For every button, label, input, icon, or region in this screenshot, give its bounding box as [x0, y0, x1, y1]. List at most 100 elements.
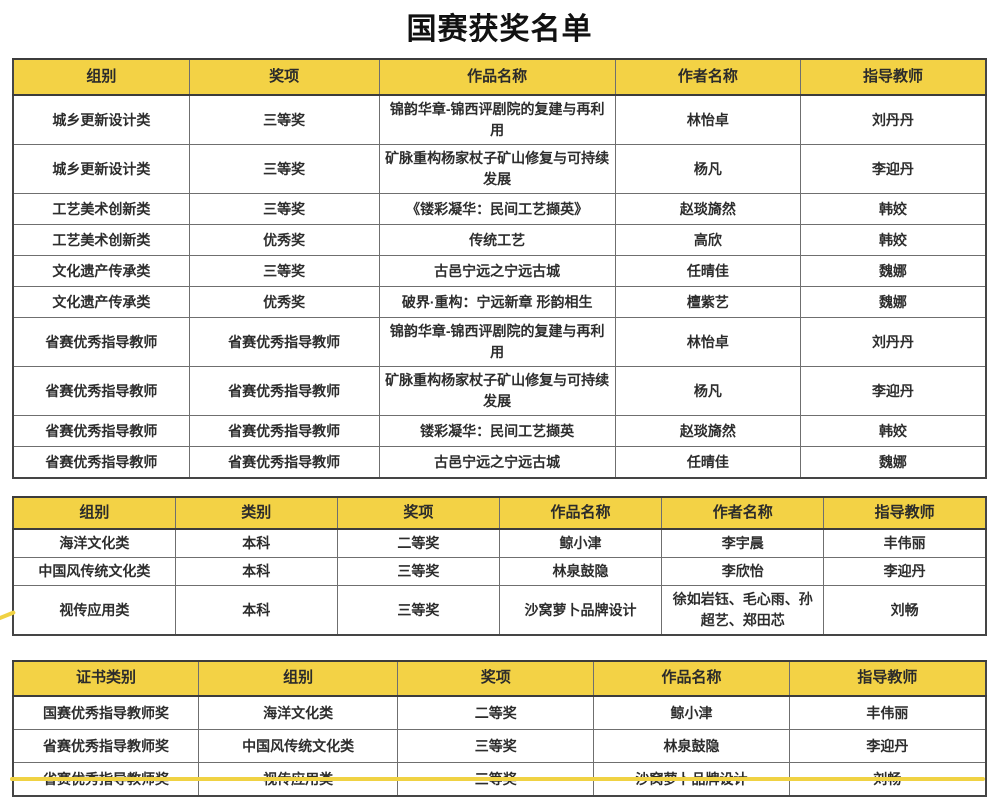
table-cell: 海洋文化类	[12, 528, 176, 558]
table-cell: 中国风传统文化类	[12, 557, 176, 586]
table-cell: 魏娜	[799, 255, 987, 287]
column-header: 作品名称	[593, 660, 790, 697]
header-row: 组别 奖项 作品名称 作者名称 指导教师	[12, 58, 987, 96]
table-row: 工艺美术创新类 三等奖 《镂彩凝华：民间工艺撷英》 赵琰旖然 韩姣	[12, 193, 987, 225]
table-cell: 优秀奖	[188, 286, 380, 318]
table-cell: 古邑宁远之宁远古城	[378, 446, 616, 479]
table-cell: 刘畅	[823, 585, 987, 636]
table-cell: 省赛优秀指导教师	[188, 366, 380, 416]
table-cell: 林怡卓	[614, 94, 801, 145]
table-cell: 丰伟丽	[788, 695, 987, 730]
table-row: 省赛优秀指导教师奖 中国风传统文化类 三等奖 林泉鼓隐 李迎丹	[12, 729, 987, 763]
table-row: 海洋文化类 本科 二等奖 鲸小津 李宇晨 丰伟丽	[12, 528, 987, 558]
table-cell: 省赛优秀指导教师	[188, 415, 380, 447]
table-cell: 赵琰旖然	[614, 193, 801, 225]
table-row: 省赛优秀指导教师 省赛优秀指导教师 矿脉重构杨家杖子矿山修复与可持续发展 杨凡 李迎丹	[12, 366, 987, 416]
table-row: 省赛优秀指导教师 省赛优秀指导教师 锦韵华章-锦西评剧院的复建与再利用 林怡卓 刘丹丹	[12, 317, 987, 367]
table-cell: 破界·重构：宁远新章 形韵相生	[378, 286, 616, 318]
column-header: 奖项	[336, 496, 500, 530]
column-header: 作者名称	[661, 496, 825, 530]
column-header: 指导教师	[788, 660, 987, 697]
table-cell: 杨凡	[614, 366, 801, 416]
table-cell: 省赛优秀指导教师	[188, 317, 380, 367]
table-cell: 鲸小津	[593, 695, 790, 730]
table-cell: 省赛优秀指导教师	[12, 317, 190, 367]
table-cell: 省赛优秀指导教师	[12, 415, 190, 447]
table-cell: 省赛优秀指导教师	[12, 366, 190, 416]
table-cell: 李迎丹	[799, 366, 987, 416]
table-cell: 三等奖	[397, 729, 595, 763]
table-cell: 省赛优秀指导教师奖	[12, 729, 200, 763]
table-cell: 魏娜	[799, 286, 987, 318]
table-cell: 鲸小津	[498, 528, 663, 558]
page-title: 国赛获奖名单	[406, 13, 593, 46]
table-cell: 优秀奖	[188, 224, 380, 256]
table-cell: 任晴佳	[614, 446, 801, 479]
table-row: 工艺美术创新类 优秀奖 传统工艺 高欣 韩姣	[12, 224, 987, 256]
table-cell: 李迎丹	[788, 729, 987, 763]
table-cell: 李宇晨	[661, 528, 825, 558]
table-cell: 镂彩凝华：民间工艺撷英	[378, 415, 616, 447]
table-cell: 刘丹丹	[799, 94, 987, 145]
table-cell: 魏娜	[799, 446, 987, 479]
table-row: 文化遗产传承类 优秀奖 破界·重构：宁远新章 形韵相生 檀紫艺 魏娜	[12, 286, 987, 318]
table-row: 城乡更新设计类 三等奖 矿脉重构杨家杖子矿山修复与可持续发展 杨凡 李迎丹	[12, 144, 987, 194]
table-cell: 杨凡	[614, 144, 801, 194]
table-cell: 林泉鼓隐	[498, 557, 663, 586]
table-cell: 省赛优秀指导教师	[12, 446, 190, 479]
table-cell: 中国风传统文化类	[198, 729, 399, 763]
table-cell: 锦韵华章-锦西评剧院的复建与再利用	[378, 94, 616, 145]
table-row: 文化遗产传承类 三等奖 古邑宁远之宁远古城 任晴佳 魏娜	[12, 255, 987, 287]
table-cell: 三等奖	[336, 585, 500, 636]
table-cell: 韩姣	[799, 193, 987, 225]
table-cell: 韩姣	[799, 224, 987, 256]
table-row: 视传应用类 本科 三等奖 沙窝萝卜品牌设计 徐如岩钰、毛心雨、孙超艺、郑田芯 刘畅	[12, 585, 987, 636]
national-awards-table: 组别 奖项 作品名称 作者名称 指导教师 城乡更新设计类 三等奖 锦韵华章-锦西评剧院的复建与…	[12, 58, 987, 479]
table-cell: 李迎丹	[823, 557, 987, 586]
column-header: 证书类别	[12, 660, 200, 697]
table-cell: 二等奖	[397, 695, 595, 730]
table-cell: 传统工艺	[378, 224, 616, 256]
table-cell: 刘丹丹	[799, 317, 987, 367]
column-header: 类别	[174, 496, 338, 530]
table-cell: 三等奖	[188, 94, 380, 145]
table-cell: 三等奖	[188, 255, 380, 287]
table-cell: 城乡更新设计类	[12, 94, 190, 145]
table-cell: 城乡更新设计类	[12, 144, 190, 194]
table-cell: 省赛优秀指导教师	[188, 446, 380, 479]
column-header: 组别	[12, 58, 190, 96]
table-cell: 二等奖	[336, 528, 500, 558]
column-header: 作品名称	[498, 496, 663, 530]
table-cell: 林泉鼓隐	[593, 729, 790, 763]
column-header: 组别	[198, 660, 399, 697]
table-cell: 文化遗产传承类	[12, 286, 190, 318]
table-cell: 本科	[174, 557, 338, 586]
table-cell: 视传应用类	[12, 585, 176, 636]
table-cell: 锦韵华章-锦西评剧院的复建与再利用	[378, 317, 616, 367]
column-header: 指导教师	[823, 496, 987, 530]
yellow-bottom-rule	[10, 777, 985, 781]
table-row: 城乡更新设计类 三等奖 锦韵华章-锦西评剧院的复建与再利用 林怡卓 刘丹丹	[12, 94, 987, 145]
header-row: 组别 类别 奖项 作品名称 作者名称 指导教师	[12, 496, 987, 530]
table-cell: 沙窝萝卜品牌设计	[498, 585, 663, 636]
table-cell: 矿脉重构杨家杖子矿山修复与可持续发展	[378, 144, 616, 194]
table-cell: 高欣	[614, 224, 801, 256]
table-row: 省赛优秀指导教师 省赛优秀指导教师 古邑宁远之宁远古城 任晴佳 魏娜	[12, 446, 987, 479]
column-header: 奖项	[188, 58, 380, 96]
table-cell: 本科	[174, 528, 338, 558]
undergraduate-awards-table: 组别 类别 奖项 作品名称 作者名称 指导教师 海洋文化类 本科 二等奖 鲸小津 李宇晨 丰伟丽 中国风…	[12, 496, 987, 636]
table-cell: 国赛优秀指导教师奖	[12, 695, 200, 730]
table-cell: 矿脉重构杨家杖子矿山修复与可持续发展	[378, 366, 616, 416]
table-cell: 三等奖	[188, 193, 380, 225]
table-cell: 李欣怡	[661, 557, 825, 586]
column-header: 指导教师	[799, 58, 987, 96]
table-row: 省赛优秀指导教师 省赛优秀指导教师 镂彩凝华：民间工艺撷英 赵琰旖然 韩姣	[12, 415, 987, 447]
header-row: 证书类别 组别 奖项 作品名称 指导教师	[12, 660, 987, 697]
table-cell: 海洋文化类	[198, 695, 399, 730]
table-cell: 丰伟丽	[823, 528, 987, 558]
award-list-page: 国赛获奖名单 组别 奖项 作品名称 作者名称 指导教师 城乡更新设计类 三等奖 锦韵华章-锦西…	[0, 4, 999, 799]
table-cell: 任晴佳	[614, 255, 801, 287]
table-cell: 本科	[174, 585, 338, 636]
column-header: 作者名称	[614, 58, 801, 96]
table-cell: 李迎丹	[799, 144, 987, 194]
